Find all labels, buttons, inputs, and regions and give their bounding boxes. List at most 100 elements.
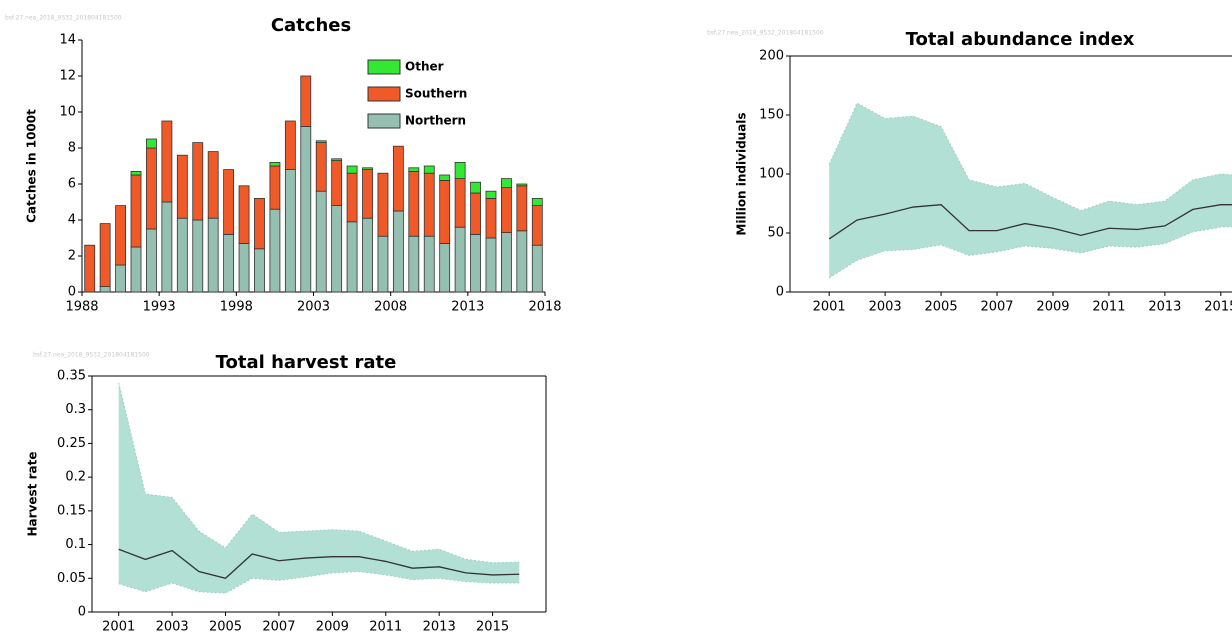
x-tick-label: 2003: [156, 620, 189, 632]
y-tick-label: 200: [759, 49, 784, 64]
bar-segment: [146, 228, 157, 293]
bar-segment: [223, 169, 235, 235]
bar-segment: [439, 179, 451, 244]
bar-segment: [115, 264, 126, 293]
x-tick-label: 2013: [423, 620, 456, 632]
bar-segment: [254, 197, 265, 250]
bar-segment: [439, 242, 451, 293]
x-tick-label: 1998: [220, 300, 253, 315]
watermark: bsf.27.nea_2018_9532_201804181500: [707, 30, 824, 37]
bar-segment: [315, 140, 327, 144]
bar-segment: [392, 145, 404, 212]
bar-segment: [146, 147, 157, 230]
bar-segment: [392, 210, 404, 293]
watermark: bsf.27.nea_2018_9532_201804181500: [33, 352, 150, 359]
bar-segment: [331, 158, 343, 162]
bar-segment: [408, 170, 420, 237]
x-tick-label: 2007: [262, 620, 295, 632]
x-tick-label: 2008: [374, 300, 407, 315]
bar-segment: [161, 201, 173, 293]
x-tick-label: 2001: [813, 300, 846, 315]
x-tick-label: 1993: [143, 300, 176, 315]
y-tick-label: 100: [759, 167, 784, 182]
x-tick-label: 2001: [102, 620, 135, 632]
bar-segment: [423, 172, 435, 237]
bar-segment: [377, 235, 389, 293]
y-tick-label: 0.25: [57, 436, 86, 451]
bar-segment: [130, 246, 142, 293]
band-lower: [828, 226, 1232, 279]
bar-segment: [346, 172, 358, 223]
bar-segment: [454, 178, 466, 228]
bar-segment: [531, 244, 543, 293]
bar-segment: [176, 154, 188, 219]
y-tick-label: 0.05: [57, 571, 86, 586]
bar-segment: [284, 120, 296, 170]
y-tick-label: 6: [68, 177, 76, 192]
bar-segment: [84, 244, 96, 293]
x-tick-label: 2015: [476, 620, 509, 632]
y-tick-label: 4: [68, 213, 76, 228]
y-tick-label: 0: [78, 605, 86, 620]
bar-segment: [254, 248, 265, 293]
bar-segment: [423, 165, 435, 174]
bar-segment: [284, 169, 296, 293]
band-lower: [118, 571, 520, 594]
legend-swatch: [367, 59, 401, 75]
bar-segment: [470, 233, 481, 293]
y-tick-label: 0.35: [57, 369, 86, 384]
bar-segment: [377, 172, 389, 237]
bar-segment: [130, 170, 142, 176]
bar-segment: [485, 197, 497, 239]
y-axis-label: Catches in 1000t: [25, 109, 39, 223]
bar-segment: [501, 187, 512, 234]
x-tick-label: 2005: [209, 620, 242, 632]
bar-segment: [454, 161, 466, 179]
bar-segment: [408, 167, 420, 172]
bar-segment: [192, 219, 204, 293]
bar-segment: [501, 232, 512, 293]
bar-segment: [130, 174, 142, 248]
x-tick-label: 2005: [925, 300, 958, 315]
bar-segment: [516, 185, 528, 232]
y-tick-label: 8: [68, 141, 76, 156]
chart-title: Total harvest rate: [216, 352, 397, 373]
uncertainty-band: [829, 103, 1232, 278]
y-tick-label: 0.3: [65, 402, 86, 417]
y-tick-label: 0.1: [65, 537, 86, 552]
bar-segment: [516, 230, 528, 293]
bar-segment: [223, 233, 235, 293]
x-tick-label: 2011: [1092, 300, 1125, 315]
x-tick-label: 2009: [316, 620, 349, 632]
bar-segment: [346, 221, 358, 293]
bar-segment: [516, 183, 528, 187]
bar-segment: [207, 217, 219, 293]
bar-segment: [269, 208, 281, 293]
bar-segment: [146, 138, 157, 149]
bar-segment: [408, 235, 420, 293]
y-tick-label: 10: [59, 105, 76, 120]
bar-segment: [362, 167, 373, 171]
bar-segment: [207, 151, 219, 219]
bar-segment: [331, 160, 343, 207]
bar-segment: [470, 192, 481, 235]
x-tick-label: 2015: [1204, 300, 1232, 315]
band-upper: [828, 102, 1232, 212]
y-tick-label: 150: [759, 108, 784, 123]
bar-segment: [315, 142, 327, 192]
x-tick-label: 1988: [65, 300, 98, 315]
x-tick-label: 2003: [869, 300, 902, 315]
y-tick-label: 50: [767, 226, 784, 241]
bar-segment: [99, 286, 111, 293]
y-tick-label: 0.15: [57, 503, 86, 518]
bar-segment: [176, 217, 188, 293]
band-upper: [118, 382, 520, 564]
estimate-line: [118, 548, 520, 580]
chart-title: Total abundance index: [906, 29, 1135, 50]
bar-segment: [362, 169, 373, 219]
x-tick-label: 2018: [528, 300, 561, 315]
y-tick-label: 12: [59, 69, 76, 84]
legend-swatch: [367, 113, 401, 129]
bar-segment: [485, 190, 497, 199]
